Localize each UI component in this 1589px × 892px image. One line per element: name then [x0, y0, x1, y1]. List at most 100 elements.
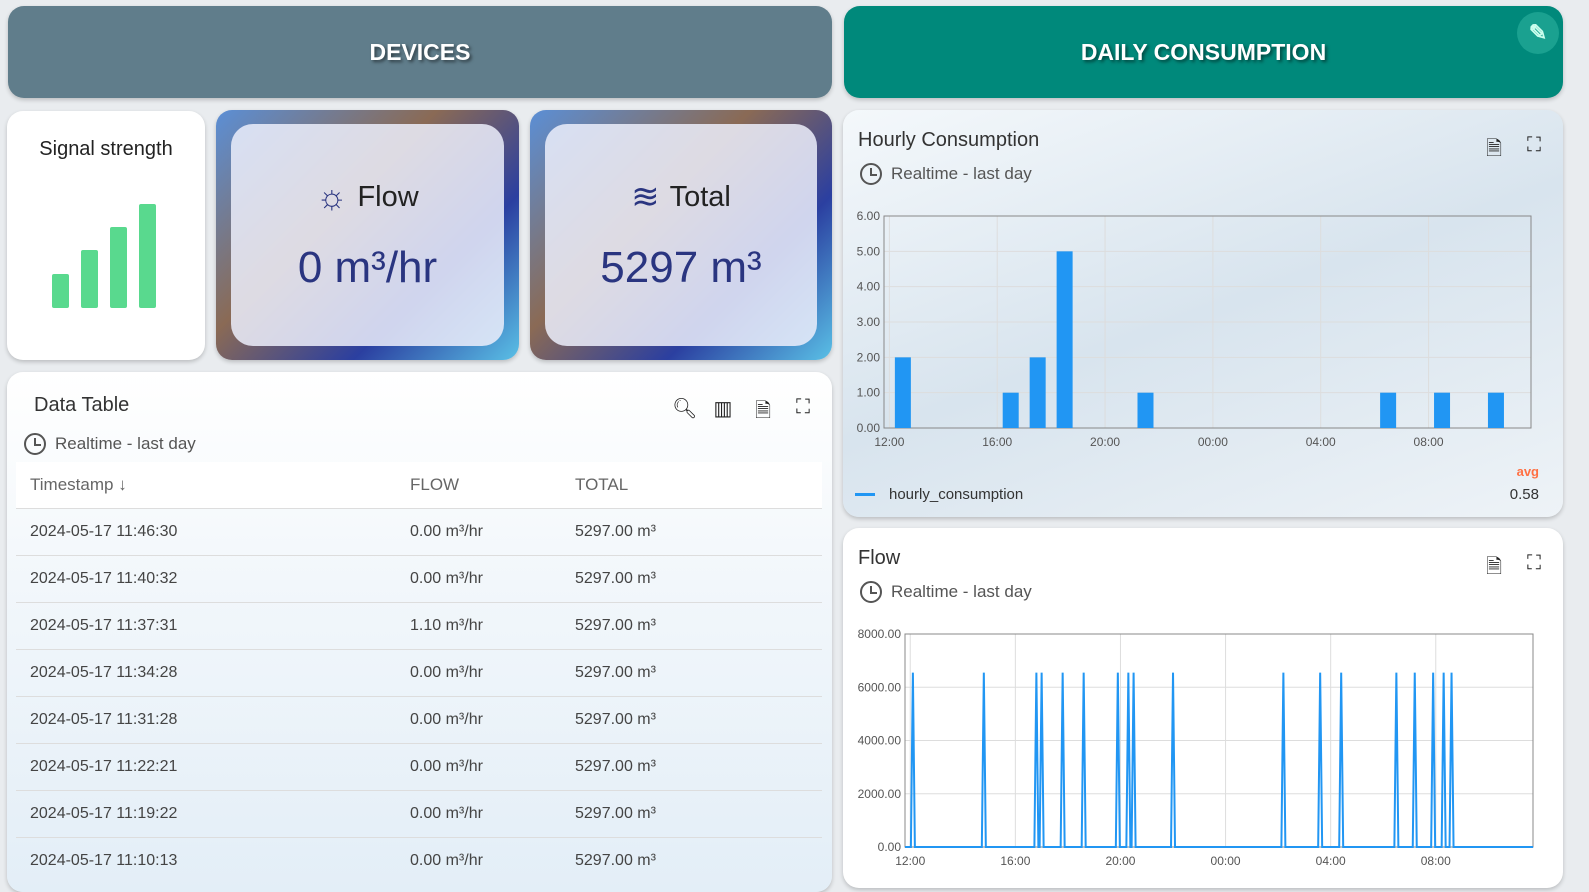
table-row[interactable]: 2024-05-17 11:22:21 0.00 m³/hr 5297.00 m³: [16, 742, 822, 790]
data-table-card: Data Table 🔍︎ ▥ 🗎 ⛶ Realtime - last day Tim…: [7, 372, 832, 892]
table-cell: 0.00 m³/hr: [410, 789, 575, 837]
x-tick-label: 04:00: [1306, 435, 1336, 449]
table-cell: 5297.00 m³: [575, 742, 822, 790]
y-tick-label: 0.00: [878, 840, 902, 854]
timewindow-label[interactable]: Realtime - last day: [55, 434, 196, 453]
clock-icon: [860, 163, 882, 185]
devices-title: DEVICES: [369, 38, 471, 65]
total-label: Total: [669, 180, 731, 213]
table-cell: 5297.00 m³: [575, 648, 822, 696]
bar: [1487, 392, 1504, 428]
table-cell: 2024-05-17 11:10:13: [16, 836, 410, 884]
pencil-icon[interactable]: ✎: [1517, 12, 1559, 54]
total-value: 5297 m³: [600, 243, 762, 292]
table-row[interactable]: 2024-05-17 11:19:22 0.00 m³/hr 5297.00 m³: [16, 789, 822, 837]
flow-value: 0 m³/hr: [297, 242, 438, 292]
table-cell: 2024-05-17 11:34:28: [16, 648, 410, 696]
signal-strength-card: Signal strength: [7, 111, 205, 360]
timewindow-label[interactable]: Realtime - last day: [891, 582, 1032, 601]
column-header-timestamp[interactable]: Timestamp ↓: [16, 462, 410, 508]
flow-chart-title: Flow: [858, 547, 901, 569]
export-icon[interactable]: 🗎: [754, 400, 772, 422]
x-tick-label: 00:00: [1198, 435, 1228, 449]
x-tick-label: 16:00: [1000, 854, 1030, 868]
table-cell: 0.00 m³/hr: [410, 507, 575, 555]
table-cell: 0.00 m³/hr: [410, 648, 575, 696]
data-table: Timestamp ↓ FLOW TOTAL 2024-05-17 11:46:…: [16, 462, 822, 884]
table-cell: 2024-05-17 11:22:21: [16, 742, 410, 790]
export-icon[interactable]: 🗎: [1485, 556, 1503, 578]
flow-chart-card: Flow 🗎 ⛶ Realtime - last day 0.00 2000.00 4…: [843, 528, 1563, 888]
table-cell: 2024-05-17 11:31:28: [16, 695, 410, 743]
bar: [894, 357, 911, 428]
bar: [1002, 392, 1019, 428]
y-tick-label: 6000.00: [858, 680, 902, 694]
hourly-bar-chart: 0.00 1.00 2.00 3.00 4.00 5.00 6.00 12:00 16:00 20…: [857, 209, 1532, 449]
x-tick-label: 04:00: [1316, 854, 1346, 868]
y-tick-label: 4.00: [857, 280, 881, 294]
plot-frame: [883, 215, 1532, 429]
table-cell: 5297.00 m³: [575, 601, 822, 649]
table-row[interactable]: 2024-05-17 11:37:31 1.10 m³/hr 5297.00 m³: [16, 601, 822, 649]
signal-bars-icon: [52, 204, 156, 308]
timewindow-label[interactable]: Realtime - last day: [891, 164, 1032, 183]
table-cell: 5297.00 m³: [575, 836, 822, 884]
x-tick-label: 20:00: [1090, 435, 1120, 449]
legend-label[interactable]: hourly_consumption: [889, 486, 1024, 503]
data-table-title: Data Table: [34, 394, 130, 416]
x-tick-label: 00:00: [1211, 854, 1241, 868]
bar: [1434, 392, 1451, 428]
table-cell: 2024-05-17 11:40:32: [16, 554, 410, 602]
x-tick-label: 12:00: [874, 435, 904, 449]
table-cell: 0.00 m³/hr: [410, 695, 575, 743]
y-tick-label: 5.00: [857, 244, 881, 258]
flow-value-card: ☼ Flow 0 m³/hr: [216, 110, 519, 360]
column-header-flow[interactable]: FLOW: [410, 462, 575, 508]
fullscreen-icon[interactable]: ⛶: [1527, 134, 1541, 156]
x-tick-label: 12:00: [895, 854, 925, 868]
daily-consumption-title: DAILY CONSUMPTION: [1080, 38, 1327, 65]
table-cell: 5297.00 m³: [575, 554, 822, 602]
column-header-total[interactable]: TOTAL: [575, 462, 822, 508]
x-tick-label: 08:00: [1421, 854, 1451, 868]
avg-label: avg: [1516, 464, 1539, 479]
export-icon[interactable]: 🗎: [1485, 138, 1503, 160]
flow-series-line: [905, 672, 1533, 848]
table-cell: 5297.00 m³: [575, 695, 822, 743]
bar: [1056, 251, 1073, 428]
y-tick-label: 6.00: [857, 209, 881, 223]
daily-consumption-header-button[interactable]: DAILY CONSUMPTION ✎: [844, 6, 1563, 98]
table-cell: 5297.00 m³: [575, 789, 822, 837]
signal-strength-title: Signal strength: [39, 138, 173, 160]
flow-label: Flow: [357, 180, 419, 213]
water-flow-icon: ≋: [631, 178, 660, 216]
table-cell: 0.00 m³/hr: [410, 554, 575, 602]
y-tick-label: 8000.00: [858, 627, 902, 641]
clock-icon: [860, 581, 882, 603]
sort-arrow-icon: ↓: [118, 474, 127, 494]
y-tick-label: 1.00: [857, 386, 881, 400]
columns-icon[interactable]: ▥: [713, 398, 733, 420]
bar: [1137, 392, 1154, 428]
flow-line-chart: 0.00 2000.00 4000.00 6000.00 8000.00 12:00 16:…: [858, 627, 1534, 868]
y-tick-label: 0.00: [857, 421, 881, 435]
devices-header-button[interactable]: DEVICES: [8, 6, 832, 98]
x-tick-label: 16:00: [982, 435, 1012, 449]
hourly-consumption-card: Hourly Consumption 🗎 ⛶ Realtime - last da…: [843, 110, 1563, 517]
table-row[interactable]: 2024-05-17 11:31:28 0.00 m³/hr 5297.00 m³: [16, 695, 822, 743]
fullscreen-icon[interactable]: ⛶: [1527, 552, 1541, 574]
y-tick-label: 3.00: [857, 315, 881, 329]
table-cell: 2024-05-17 11:46:30: [16, 507, 410, 555]
y-tick-label: 4000.00: [858, 734, 902, 748]
table-row[interactable]: 2024-05-17 11:10:13 0.00 m³/hr 5297.00 m³: [16, 836, 822, 884]
bar: [1029, 357, 1046, 428]
fullscreen-icon[interactable]: ⛶: [796, 396, 810, 418]
chart-legend: hourly_consumption: [855, 486, 1023, 503]
search-icon[interactable]: 🔍︎: [672, 398, 698, 420]
water-pump-icon: ☼: [316, 177, 348, 216]
table-row[interactable]: 2024-05-17 11:46:30 0.00 m³/hr 5297.00 m³: [16, 507, 822, 555]
table-row[interactable]: 2024-05-17 11:40:32 0.00 m³/hr 5297.00 m³: [16, 554, 822, 602]
y-tick-label: 2000.00: [858, 787, 902, 801]
table-cell: 5297.00 m³: [575, 507, 822, 555]
table-row[interactable]: 2024-05-17 11:34:28 0.00 m³/hr 5297.00 m³: [16, 648, 822, 696]
